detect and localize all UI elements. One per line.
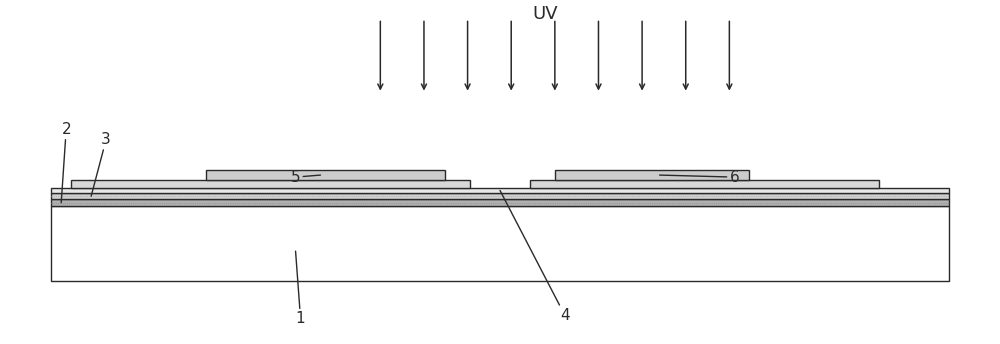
Bar <box>51 199 949 206</box>
Bar <box>51 193 949 199</box>
Text: 4: 4 <box>500 191 570 323</box>
Text: 2: 2 <box>61 122 71 203</box>
Bar <box>206 170 445 180</box>
Bar <box>51 188 949 193</box>
Bar <box>51 206 949 281</box>
Text: 1: 1 <box>296 251 305 326</box>
Bar <box>555 170 749 180</box>
Text: 6: 6 <box>660 170 739 185</box>
Text: 3: 3 <box>91 132 111 196</box>
Bar <box>71 180 470 188</box>
Text: 5: 5 <box>291 170 320 185</box>
Bar <box>530 180 879 188</box>
Text: UV: UV <box>532 5 558 23</box>
